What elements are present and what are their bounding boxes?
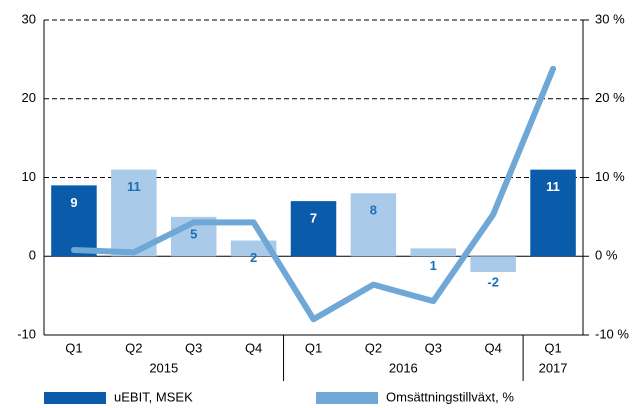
bar [350, 193, 397, 257]
legend-label: Omsättningstillväxt, % [386, 389, 514, 404]
x-tick-label: Q3 [425, 340, 442, 355]
y2-tick-label: 10 % [595, 169, 625, 184]
x-tick-label: Q4 [245, 340, 262, 355]
bar-value-label: 2 [250, 250, 257, 265]
bar-value-label: 8 [370, 203, 377, 218]
bar [530, 169, 576, 257]
x-tick-label: Q4 [484, 340, 501, 355]
x-tick-label: Q1 [544, 340, 561, 355]
y2-tick-label: 30 % [595, 11, 625, 26]
bar-value-label: -2 [487, 274, 499, 289]
bar-value-label: 11 [127, 179, 141, 194]
y2-tick-label: 0 % [595, 248, 618, 263]
legend-swatch [316, 392, 378, 404]
y-tick-label: -10 [17, 326, 36, 341]
bar-value-label: 5 [190, 226, 197, 241]
bar-value-label: 1 [430, 258, 437, 273]
bar-value-label: 7 [310, 211, 317, 226]
x-tick-label: Q2 [365, 340, 382, 355]
y2-tick-label: 20 % [595, 90, 625, 105]
y2-tick-label: -10 % [595, 326, 629, 341]
group-label: 2015 [149, 360, 178, 375]
y-tick-label: 0 [29, 248, 36, 263]
y-tick-label: 10 [22, 169, 36, 184]
bar-value-label: 9 [70, 195, 77, 210]
bar [290, 201, 337, 257]
y-tick-label: 30 [22, 11, 36, 26]
legend-label: uEBIT, MSEK [114, 389, 193, 404]
x-tick-label: Q3 [185, 340, 202, 355]
group-label: 2017 [539, 360, 568, 375]
bar [410, 248, 457, 257]
y-tick-label: 20 [22, 90, 36, 105]
bar [470, 256, 516, 272]
x-tick-label: Q1 [65, 340, 82, 355]
bar [51, 185, 97, 257]
group-label: 2016 [389, 360, 418, 375]
legend-swatch [44, 392, 106, 404]
line [70, 65, 557, 323]
bar-value-label: 11 [546, 179, 560, 194]
x-tick-label: Q2 [125, 340, 142, 355]
x-tick-label: Q1 [305, 340, 322, 355]
